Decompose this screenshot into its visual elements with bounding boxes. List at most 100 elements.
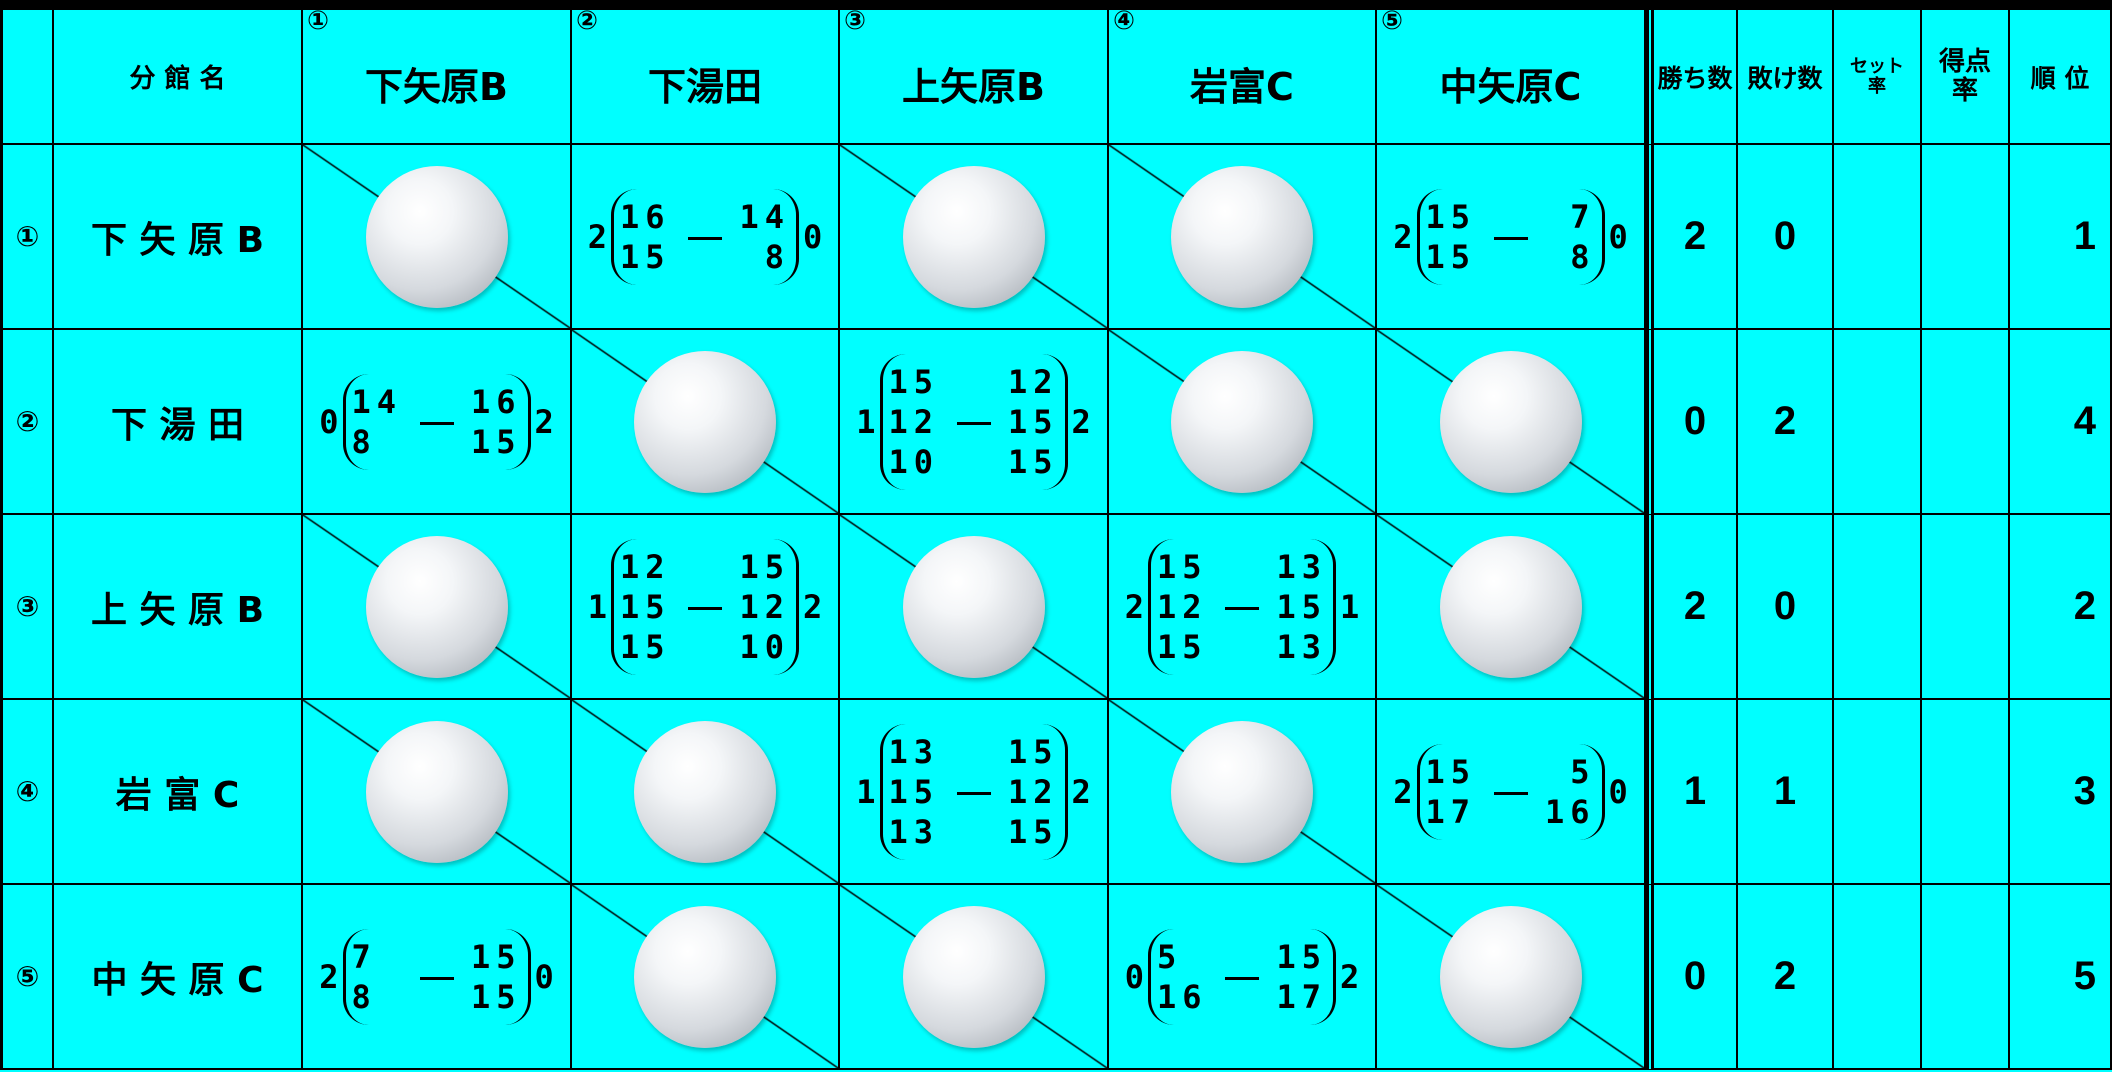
score-matrix: 1 12 15 15 12 15 10 2	[587, 538, 822, 675]
set-score: 15	[888, 772, 940, 811]
ball-icon	[365, 535, 508, 678]
no-match-cell	[303, 145, 572, 330]
row-number-cell: ②	[0, 330, 54, 515]
set-score: 8	[1570, 237, 1596, 276]
no-match-cell	[1377, 330, 1646, 515]
row-number-cell: ④	[0, 700, 54, 885]
set-rate-cell	[1834, 330, 1922, 515]
team-name: 下矢原B	[365, 65, 508, 109]
set-score: 15	[620, 587, 671, 626]
set-row: 15 12	[889, 772, 1059, 812]
sets-left: 2	[319, 957, 339, 996]
wins: 2	[1683, 584, 1707, 628]
rank-cell: 4	[2010, 330, 2112, 515]
stat-header-cell: 順 位	[2010, 10, 2112, 145]
set-score: 5	[1157, 937, 1183, 976]
set-score: 15	[1157, 627, 1208, 666]
set-score: 16	[1157, 977, 1208, 1016]
score-matrix: 2 7 15 8 15 0	[319, 928, 554, 1025]
set-score: 15	[620, 237, 671, 276]
wins-cell: 2	[1646, 515, 1738, 700]
stat-header: 勝ち数	[1657, 63, 1733, 93]
row-number: ③	[15, 590, 40, 623]
set-row: 12 15	[620, 547, 790, 587]
set-row: 13 15	[889, 812, 1059, 852]
set-score: 14	[351, 382, 403, 421]
stat-header: 順 位	[2030, 63, 2090, 93]
stat-header-cell: 得点率	[1922, 10, 2010, 145]
row-name-cell: 下 湯 田	[54, 330, 303, 515]
set-score: 15	[1007, 812, 1059, 851]
score-bracket: 15 5 17 16	[1416, 743, 1605, 840]
set-row: 15 12	[889, 362, 1059, 402]
set-row: 12 15	[889, 402, 1059, 442]
set-score: 15	[888, 362, 940, 401]
sets-left: 1	[856, 402, 876, 441]
score-dash	[956, 421, 991, 425]
losses-cell: 1	[1738, 700, 1834, 885]
score-dash	[1225, 606, 1259, 610]
score-bracket: 15 12 12 15 10 15	[879, 353, 1068, 490]
point-rate-cell	[1922, 515, 2010, 700]
set-score: 15	[739, 547, 790, 586]
ball-icon	[634, 350, 776, 493]
match-cell: 2 15 5 17 16 0	[1377, 700, 1646, 885]
set-score: 5	[1570, 752, 1596, 791]
score-dash	[419, 976, 454, 980]
team-name: 中矢原C	[1439, 65, 1582, 109]
rank: 5	[2073, 954, 2096, 998]
rank-cell: 5	[2010, 885, 2112, 1070]
set-score: 12	[620, 547, 671, 586]
set-score: 15	[470, 937, 522, 976]
wins: 0	[1683, 399, 1707, 443]
set-score: 8	[351, 422, 377, 461]
sets-left: 1	[587, 587, 607, 626]
rank: 1	[2073, 214, 2096, 258]
point-rate-cell	[1922, 330, 2010, 515]
score-matrix: 1 15 12 12 15 10 15 2	[856, 353, 1091, 490]
score-bracket: 14 16 8 15	[342, 373, 531, 470]
ball-icon	[1439, 905, 1582, 1048]
losses-cell: 2	[1738, 885, 1834, 1070]
match-cell: 2 15 13 12 15 15 13 1	[1109, 515, 1377, 700]
no-match-cell	[1109, 330, 1377, 515]
ball-icon	[902, 535, 1045, 678]
set-row: 15 5	[1426, 752, 1596, 792]
sets-right: 0	[803, 217, 823, 256]
score-bracket: 16 14 15 8	[611, 188, 799, 285]
set-score: 15	[620, 627, 671, 666]
set-score: 17	[1425, 792, 1477, 831]
ball-icon	[634, 720, 776, 863]
set-score: 17	[1276, 977, 1327, 1016]
row-number: ②	[15, 405, 40, 438]
score-matrix: 0 14 16 8 15 2	[319, 373, 554, 470]
no-match-cell	[303, 700, 572, 885]
row-number-cell: ①	[0, 145, 54, 330]
score-matrix: 2 16 14 15 8 0	[588, 188, 823, 285]
set-score: 13	[888, 732, 940, 771]
no-match-cell	[1377, 885, 1646, 1070]
stat-header-cell: セット率	[1834, 10, 1922, 145]
set-score: 16	[620, 197, 671, 236]
set-score: 15	[1007, 442, 1059, 481]
team-number: ⑤	[1381, 6, 1404, 36]
score-dash	[1493, 791, 1528, 795]
losses-cell: 2	[1738, 330, 1834, 515]
wins: 0	[1683, 954, 1707, 998]
team-header-cell: ② 下湯田	[572, 6, 840, 145]
set-row: 15 8	[620, 237, 790, 277]
team-name: 上矢原B	[902, 65, 1045, 109]
team-header-cell: ④ 岩富C	[1109, 6, 1377, 145]
wins: 1	[1683, 769, 1707, 813]
rank: 2	[2073, 584, 2096, 628]
match-cell: 0 5 15 16 17 2	[1109, 885, 1377, 1070]
set-score: 12	[1007, 362, 1059, 401]
set-score: 16	[1544, 792, 1596, 831]
set-score: 12	[888, 402, 940, 441]
no-match-cell	[572, 885, 840, 1070]
wins-cell: 0	[1646, 330, 1738, 515]
no-match-cell	[572, 700, 840, 885]
sets-right: 2	[1340, 957, 1360, 996]
row-number: ①	[15, 220, 40, 253]
score-dash	[419, 421, 454, 425]
